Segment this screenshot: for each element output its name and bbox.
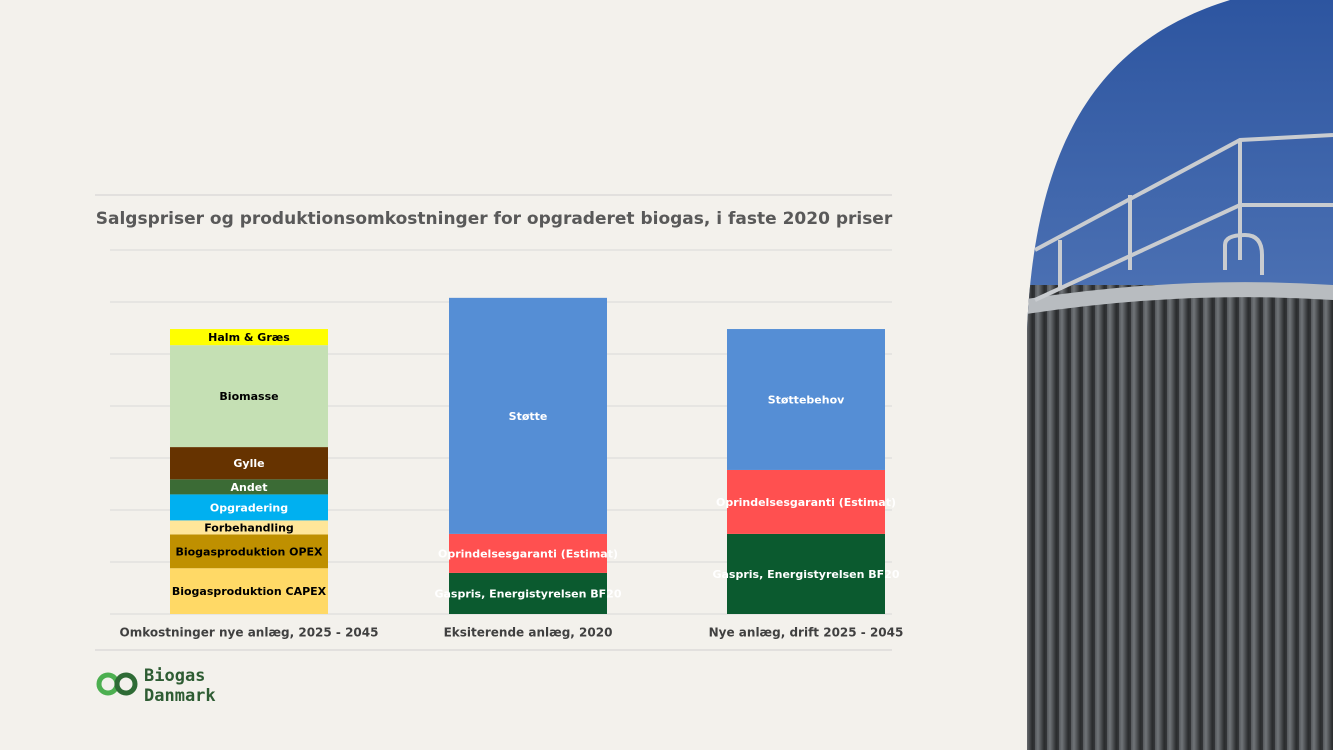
bar-segment bbox=[449, 572, 607, 614]
segment-label: Støtte bbox=[509, 410, 548, 423]
bar-segment bbox=[170, 345, 328, 448]
logo-icon bbox=[96, 672, 120, 696]
segment-label: Biogasproduktion OPEX bbox=[175, 545, 323, 558]
segment-label: Gaspris, Energistyrelsen BF20 bbox=[712, 568, 899, 581]
logo-text: Danmark bbox=[144, 686, 216, 706]
bar-segment bbox=[170, 447, 328, 480]
segment-label: Forbehandling bbox=[204, 521, 294, 534]
bar-segment bbox=[170, 479, 328, 495]
chart-title: Salgspriser og produktionsomkostninger f… bbox=[96, 209, 893, 229]
segment-label: Oprindelsesgaranti (Estimat) bbox=[716, 496, 896, 509]
bar-segment bbox=[170, 568, 328, 614]
x-tick-label: Omkostninger nye anlæg, 2025 - 2045 bbox=[120, 626, 379, 640]
bar-segment bbox=[727, 533, 885, 614]
bar-segment bbox=[170, 520, 328, 535]
bar-segment bbox=[727, 469, 885, 534]
bar-segment bbox=[449, 297, 607, 534]
bar-segment bbox=[727, 329, 885, 470]
segment-label: Gaspris, Energistyrelsen BF20 bbox=[434, 587, 621, 600]
logo-icon bbox=[114, 672, 138, 696]
segment-label: Oprindelsesgaranti (Estimat) bbox=[438, 547, 618, 560]
bar-segment bbox=[170, 494, 328, 521]
segment-label: Halm & Græs bbox=[208, 331, 290, 344]
bar-segment bbox=[449, 533, 607, 573]
logo: Biogas Danmark bbox=[96, 666, 216, 706]
x-tick-label: Nye anlæg, drift 2025 - 2045 bbox=[709, 626, 904, 640]
segment-label: Biomasse bbox=[219, 390, 278, 403]
bar-segment bbox=[170, 329, 328, 346]
photo bbox=[1027, 0, 1333, 750]
plot: Omkostninger nye anlæg, 2025 - 2045 Bioga… bbox=[110, 249, 904, 640]
segment-label: Gylle bbox=[233, 457, 264, 470]
bar-segment bbox=[170, 534, 328, 569]
segment-label: Opgradering bbox=[210, 501, 288, 514]
x-tick-label: Eksiterende anlæg, 2020 bbox=[444, 626, 613, 640]
segment-label: Andet bbox=[231, 481, 268, 494]
segment-label: Biogasproduktion CAPEX bbox=[172, 585, 327, 598]
segment-label: Støttebehov bbox=[768, 394, 845, 407]
logo-text: Biogas bbox=[144, 666, 205, 686]
